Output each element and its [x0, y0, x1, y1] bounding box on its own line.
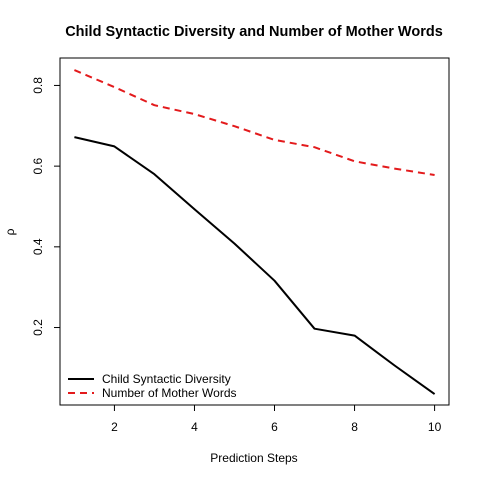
y-tick-label: 0.8 [31, 77, 45, 94]
x-axis: 2 4 6 8 10 [111, 405, 442, 434]
y-axis-label: ρ [3, 228, 17, 235]
y-tick-label: 0.4 [31, 238, 45, 255]
legend-label: Child Syntactic Diversity [102, 372, 231, 386]
series-layer [74, 69, 436, 395]
plot-frame [59, 57, 450, 406]
x-tick-label: 8 [351, 420, 358, 434]
x-tick-label: 10 [428, 420, 442, 434]
chart-title: Child Syntactic Diversity and Number of … [65, 24, 443, 40]
x-tick-label: 4 [191, 420, 198, 434]
x-tick-label: 6 [271, 420, 278, 434]
series-line-2 [74, 69, 435, 176]
y-tick-label: 0.6 [31, 157, 45, 174]
legend-label: Number of Mother Words [102, 386, 237, 400]
x-axis-label: Prediction Steps [210, 451, 297, 465]
y-tick-label: 0.2 [31, 319, 45, 336]
y-axis: 0.2 0.4 0.6 0.8 [31, 77, 60, 336]
x-tick-label: 2 [111, 420, 118, 434]
series-line-1 [74, 136, 436, 395]
